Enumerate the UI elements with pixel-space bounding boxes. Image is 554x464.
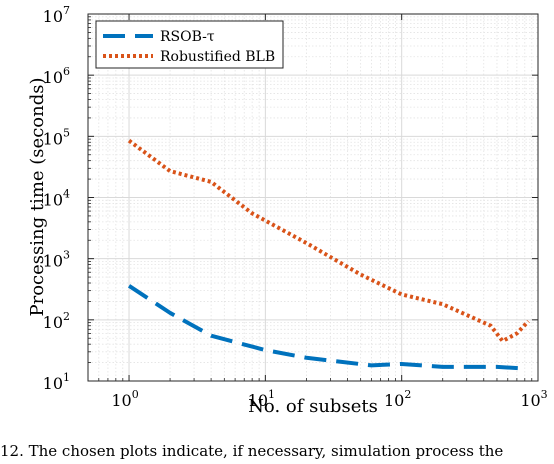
x-tick-labels: 100 101 102 103: [111, 388, 547, 410]
y-tick-label: 104: [43, 188, 70, 210]
x-tick-label-exponent: 0: [132, 388, 139, 401]
y-tick-label-base: 10: [43, 313, 63, 332]
y-tick-label: 105: [43, 126, 70, 148]
series-line-rsob: [127, 284, 525, 371]
legend-label-robustified-blb: Robustified BLB: [160, 49, 275, 65]
y-tick-label: 107: [43, 4, 70, 26]
y-tick-label-base: 10: [43, 129, 63, 148]
y-tick-label: 106: [43, 65, 70, 87]
figure-caption: 12. The chosen plots indicate, if necess…: [0, 442, 504, 460]
x-tick-label-exponent: 2: [404, 388, 411, 401]
y-tick-label-exponent: 2: [63, 310, 70, 323]
y-tick-label-exponent: 3: [63, 249, 70, 262]
tick-marks: [87, 13, 539, 382]
x-tick-label-exponent: 1: [268, 388, 275, 401]
legend-box: [95, 20, 284, 69]
x-tick-label-exponent: 3: [541, 388, 548, 401]
y-tick-label-base: 10: [43, 191, 63, 210]
y-tick-label-base: 10: [43, 374, 63, 393]
y-tick-label-base: 10: [43, 7, 63, 26]
y-tick-label-base: 10: [43, 68, 63, 87]
x-tick-label-base: 10: [111, 391, 131, 410]
y-tick-label-exponent: 5: [63, 126, 70, 139]
legend-label-rsob: RSOB-τ: [160, 29, 215, 45]
series-layer: [127, 139, 530, 371]
y-tick-label-exponent: 7: [63, 4, 70, 17]
x-tick-label: 102: [384, 388, 411, 410]
y-tick-label-exponent: 1: [63, 371, 70, 384]
x-tick-label-base: 10: [384, 391, 404, 410]
y-tick-label: 102: [43, 310, 70, 332]
legend: RSOB-τ Robustified BLB: [95, 20, 284, 69]
x-tick-label: 103: [520, 388, 547, 410]
x-tick-label-base: 10: [248, 391, 268, 410]
x-tick-label-base: 10: [520, 391, 540, 410]
x-tick-label: 101: [248, 388, 275, 410]
y-tick-label: 103: [43, 249, 70, 271]
y-tick-label: 101: [43, 371, 70, 393]
x-axis-label: No. of subsets: [248, 396, 378, 417]
x-tick-label: 100: [111, 388, 138, 410]
y-tick-label-exponent: 6: [63, 65, 70, 78]
y-tick-label-exponent: 4: [63, 188, 70, 201]
y-tick-label-base: 10: [43, 252, 63, 271]
y-axis-label: Processing time (seconds): [27, 78, 48, 317]
